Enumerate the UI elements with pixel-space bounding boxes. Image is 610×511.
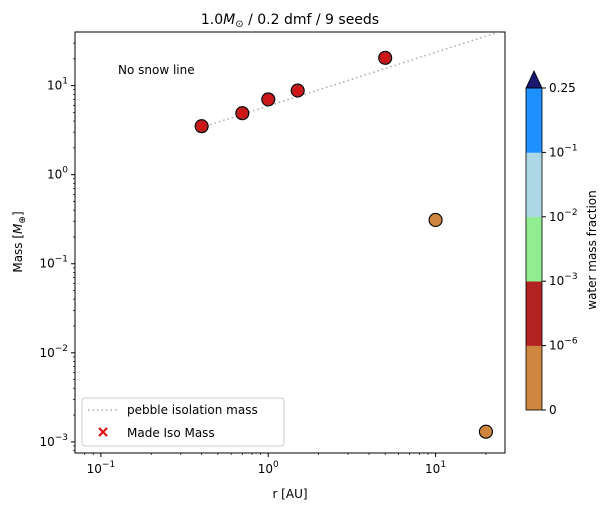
legend-x-swatch: [98, 427, 108, 437]
x-axis-label: r [AU]: [272, 487, 307, 501]
made-iso-x-marker: [196, 121, 207, 132]
chart-title: 1.0M⊙ / 0.2 dmf / 9 seeds: [201, 12, 379, 30]
x-tick-label: 101: [425, 460, 446, 476]
y-axis-label: Mass [M⊕]: [11, 211, 28, 272]
made-iso-x-marker: [292, 85, 303, 96]
colorbar-band: [526, 152, 542, 218]
colorbar-band: [526, 345, 542, 411]
legend-label-made-iso: Made Iso Mass: [127, 426, 215, 440]
x-tick-label: 10−1: [87, 460, 116, 476]
colorbar-tick-label: 10−1: [549, 143, 578, 159]
colorbar-tick-label: 10−3: [549, 272, 578, 288]
made-iso-x-marker: [380, 53, 390, 63]
plot-area: [74, 31, 506, 454]
axis-tick-layer: 10−1 100 101 10−3 10−2 10−1 100 101: [39, 42, 487, 476]
made-iso-x-marker: [237, 108, 248, 118]
colorbar-band: [526, 216, 542, 282]
y-tick-label: 10−1: [39, 255, 68, 271]
colorbar-tick-label: 10−2: [549, 208, 578, 224]
colorbar: 0 10−6 10−3 10−2 10−1 0.25: [525, 70, 578, 417]
y-tick-label: 101: [47, 77, 68, 93]
snow-line-annotation: No snow line: [118, 63, 195, 77]
made-iso-x-marker: [263, 94, 274, 105]
legend: pebble isolation mass Made Iso Mass: [81, 397, 285, 447]
y-tick-label: 100: [47, 166, 68, 182]
x-tick-label: 100: [258, 460, 279, 476]
colorbar-tick-label: 10−6: [549, 337, 578, 353]
legend-box: [81, 397, 285, 447]
colorbar-tick-label: 0.25: [549, 81, 576, 95]
y-tick-label: 10−3: [39, 433, 68, 449]
colorbar-extend-arrow: [525, 70, 543, 89]
colorbar-frame: [525, 87, 543, 411]
colorbar-band: [526, 281, 542, 346]
colorbar-band: [526, 88, 542, 153]
colorbar-tick-label: 0: [549, 403, 557, 417]
legend-label-pebble-isolation: pebble isolation mass: [127, 403, 258, 417]
y-tick-label: 10−2: [39, 344, 68, 360]
planet-point: [428, 212, 443, 228]
planet-point: [478, 424, 493, 439]
colorbar-label: water mass fraction: [585, 190, 599, 309]
planet-marker-layer: [194, 50, 493, 439]
